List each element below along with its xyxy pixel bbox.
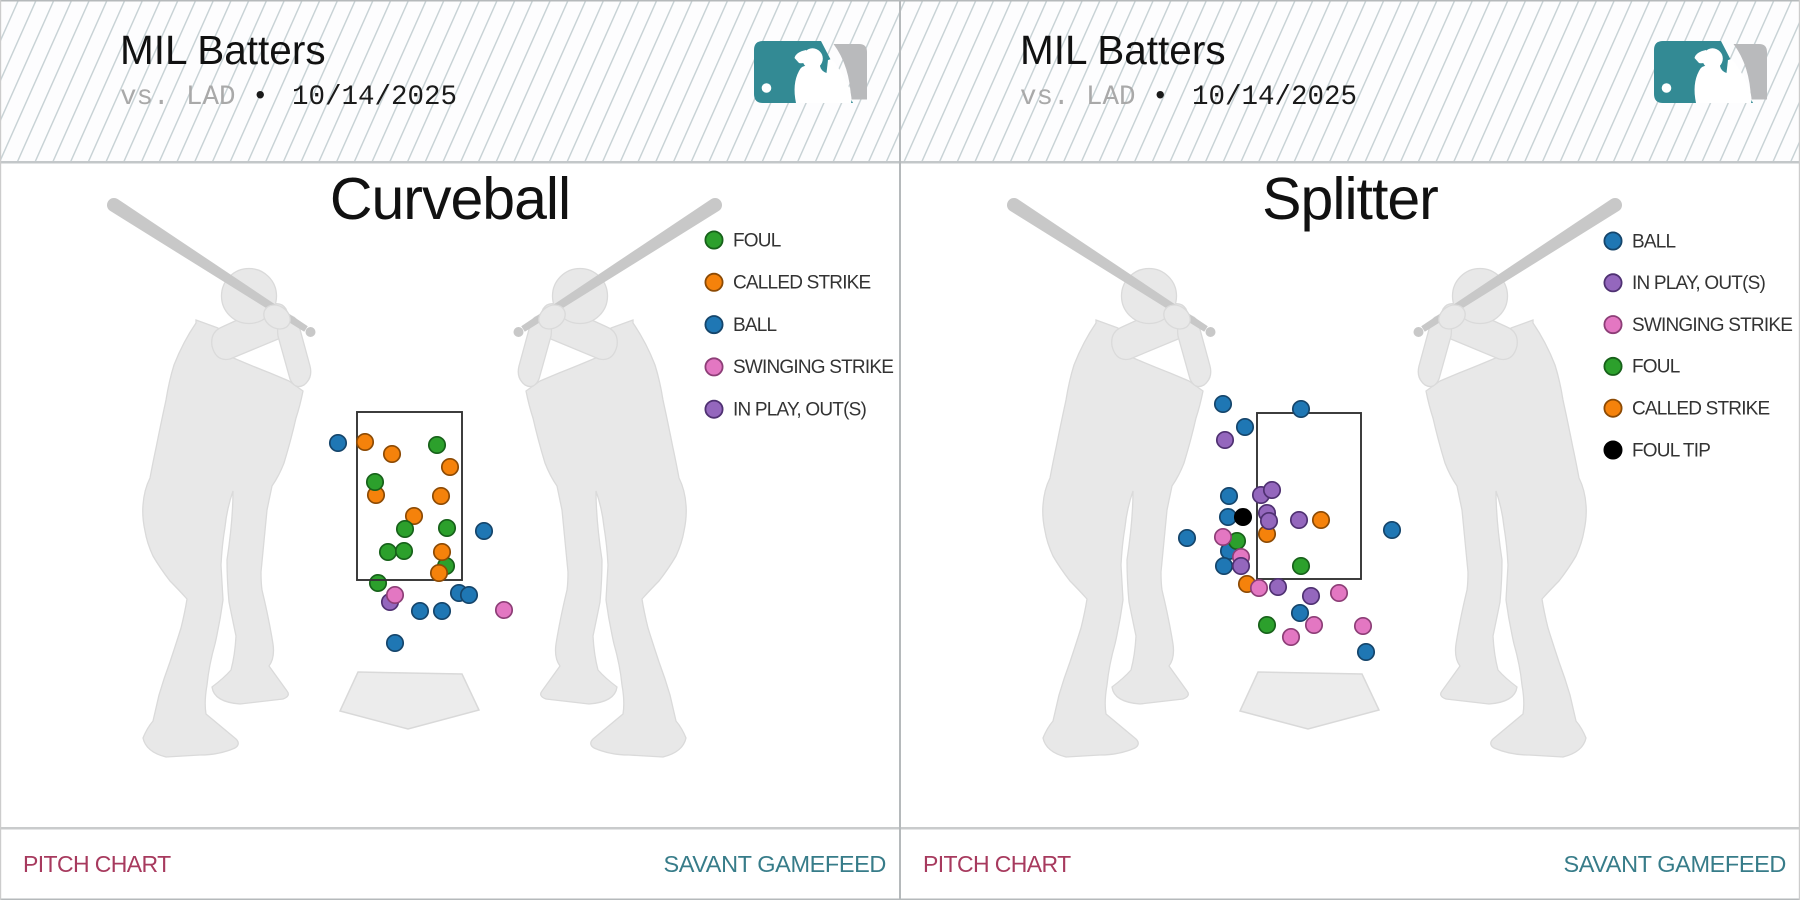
svg-text:PITCH CHART: PITCH CHART <box>923 851 1071 877</box>
svg-text:CALLED STRIKE: CALLED STRIKE <box>733 273 871 294</box>
svg-text:CALLED STRIKE: CALLED STRIKE <box>1632 399 1770 420</box>
svg-text:IN PLAY, OUT(S): IN PLAY, OUT(S) <box>733 400 866 421</box>
svg-text:SAVANT GAMEFEED: SAVANT GAMEFEED <box>663 851 886 877</box>
svg-text:BALL: BALL <box>1632 231 1676 252</box>
svg-text:vs. LAD•10/14/2025: vs. LAD • 10/14/2025 <box>1020 82 1357 113</box>
svg-text:MIL Batters: MIL Batters <box>1020 27 1226 73</box>
svg-text:FOUL TIP: FOUL TIP <box>1632 440 1710 461</box>
svg-text:SAVANT GAMEFEED: SAVANT GAMEFEED <box>1563 851 1786 877</box>
svg-text:IN PLAY, OUT(S): IN PLAY, OUT(S) <box>1632 273 1765 294</box>
svg-text:SWINGING STRIKE: SWINGING STRIKE <box>733 357 893 378</box>
svg-text:FOUL: FOUL <box>1632 357 1680 378</box>
svg-text:PITCH CHART: PITCH CHART <box>23 851 171 877</box>
svg-text:FOUL: FOUL <box>733 230 781 251</box>
svg-text:MIL Batters: MIL Batters <box>120 27 326 73</box>
svg-text:SWINGING STRIKE: SWINGING STRIKE <box>1632 315 1792 336</box>
svg-text:Splitter: Splitter <box>1262 166 1438 232</box>
svg-text:Curveball: Curveball <box>330 166 570 232</box>
svg-text:BALL: BALL <box>733 315 777 336</box>
svg-text:vs. LAD•10/14/2025: vs. LAD • 10/14/2025 <box>120 82 457 113</box>
